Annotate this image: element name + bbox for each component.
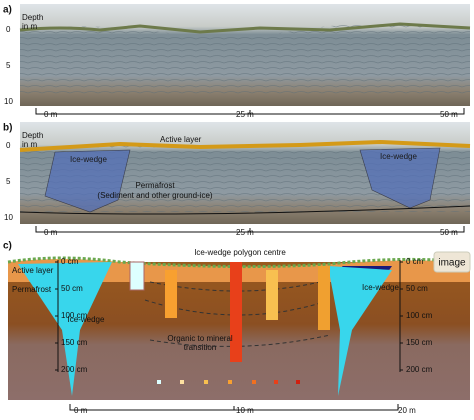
legend-square: [228, 380, 232, 384]
depth-tick: 10: [4, 213, 13, 222]
scale-bar: [35, 108, 465, 115]
ice-wedge: [359, 147, 441, 209]
layer-label: Permafrost: [12, 285, 52, 294]
depth-title: Depth: [22, 131, 43, 140]
annotation: Permafrost: [135, 181, 175, 190]
scale-label: 25 m: [236, 110, 254, 119]
legend-square: [296, 380, 300, 384]
panel-label: c): [3, 241, 12, 252]
panel-label: b): [3, 123, 12, 134]
sample-column: [129, 261, 145, 291]
annotation: Ice-wedge: [380, 152, 417, 161]
depth-title: in m: [22, 22, 37, 31]
scale-label: 0 m: [44, 110, 58, 119]
depth-label: 150 cm: [406, 338, 433, 347]
depth-axes: 0 cm 50 cm 100 cm 150 cm 200 cm 0 cm 50 cm 100 …: [55, 257, 433, 374]
annotation: Ice-wedge: [70, 155, 107, 164]
ice-layers: [20, 144, 470, 212]
ice-layers: [20, 23, 470, 95]
legend-square: [157, 380, 161, 384]
scale-bar: [35, 226, 465, 233]
image-badge[interactable]: [433, 251, 471, 273]
permafrost-outline: [19, 205, 471, 215]
scale-bar: [69, 404, 399, 411]
depth-title: in m: [22, 140, 37, 149]
panel-label: a): [3, 5, 12, 16]
scale-label: 0 m: [74, 406, 88, 415]
depth-tick: 0: [6, 25, 11, 34]
layer-label: Active layer: [12, 266, 54, 275]
scale-label: 25 m: [236, 228, 254, 237]
badge-label[interactable]: image: [438, 258, 466, 269]
depth-label: 50 cm: [61, 284, 83, 293]
diagram-title: Ice-wedge polygon centre: [194, 248, 286, 257]
annotation: (Sediment and other ground-ice): [97, 191, 213, 200]
legend-square: [252, 380, 256, 384]
depth-tick: 0: [6, 141, 11, 150]
depth-label: 100 cm: [61, 311, 88, 320]
legend-square: [274, 380, 278, 384]
wedge-label: Ice-wedge: [68, 315, 105, 324]
depth-label: 50 cm: [406, 284, 428, 293]
depth-label: 200 cm: [406, 365, 433, 374]
ice-wedge: [328, 266, 392, 396]
active-layer: [19, 139, 471, 152]
sample-column: [230, 262, 242, 362]
ice-wedge: [44, 149, 131, 213]
depth-tick: 5: [6, 177, 11, 186]
panel-b: b) Depth in m 0 5 10 Active layer Ice-we…: [3, 122, 471, 237]
scale-label: 10 m: [236, 406, 254, 415]
legend-square: [180, 380, 184, 384]
depth-tick: 5: [6, 61, 11, 70]
scale-label: 0 m: [44, 228, 58, 237]
tundra-surface: [19, 22, 471, 34]
scale-label: 20 m: [398, 406, 416, 415]
sample-column: [266, 270, 278, 320]
panel-c: c) Ice-wedge polygon centre Active layer…: [3, 241, 471, 415]
transition-label: Organic to mineral: [167, 334, 233, 343]
scale-label: 50 m: [440, 110, 458, 119]
legend-square: [204, 380, 208, 384]
sample-column: [165, 270, 177, 318]
ice-wedge: [18, 262, 112, 396]
depth-label: 0 cm: [61, 257, 79, 266]
scale-label: 50 m: [440, 228, 458, 237]
depth-label: 0 cm: [406, 257, 424, 266]
depth-tick: 10: [4, 97, 13, 106]
depth-title: Depth: [22, 13, 43, 22]
panel-a: a) Depth in m 0 5 10 0 m 25 m 50 m: [3, 4, 471, 119]
annotation: Active layer: [160, 135, 202, 144]
depth-label: 200 cm: [61, 365, 88, 374]
wedge-label: Ice-wedge: [362, 283, 399, 292]
sample-column: [318, 266, 330, 330]
depth-label: 150 cm: [61, 338, 88, 347]
depth-label: 100 cm: [406, 311, 433, 320]
legend-squares: [157, 380, 300, 384]
transition-label: transition: [184, 343, 216, 352]
